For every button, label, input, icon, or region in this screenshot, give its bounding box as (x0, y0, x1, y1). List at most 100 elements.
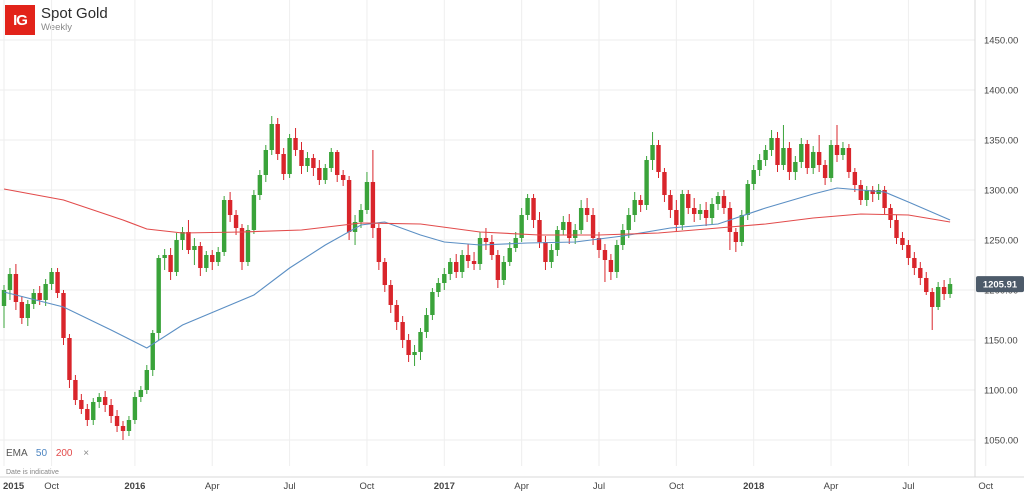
candle (602, 244, 608, 282)
price-badge-group: 1205.91 (976, 276, 1024, 293)
candle (150, 330, 155, 376)
candle-body (168, 255, 173, 272)
candle (346, 176, 352, 240)
candle (168, 248, 173, 280)
candle (37, 286, 42, 305)
candle (13, 264, 19, 310)
candle (757, 154, 762, 176)
candle (495, 250, 501, 288)
y-tick-label: 1100.00 (984, 386, 1018, 397)
candle (114, 410, 120, 432)
candle (567, 214, 572, 244)
candle-body (352, 222, 358, 232)
candle-body (13, 274, 19, 302)
candle-body (941, 287, 947, 294)
candle-body (198, 246, 203, 268)
candle (227, 192, 233, 222)
candle-body (1, 290, 7, 306)
ema-50-toggle[interactable]: 50 (35, 448, 48, 459)
candle-body (204, 255, 209, 268)
candle-body (918, 268, 923, 278)
candle (924, 272, 929, 295)
candle (709, 198, 715, 224)
candle (73, 375, 78, 405)
candle (840, 142, 846, 160)
date-note: Date is indicative (6, 469, 59, 476)
candle (751, 165, 756, 190)
candle-body (697, 210, 703, 214)
candle (91, 398, 96, 425)
candle-body (287, 138, 292, 174)
candle-body (567, 222, 572, 238)
candle-body (19, 302, 25, 318)
candle-body (793, 162, 798, 172)
candle-body (85, 409, 90, 420)
candle-body (930, 292, 935, 307)
candle (745, 180, 750, 220)
candle (430, 288, 435, 320)
candle-body (186, 232, 191, 250)
candle-body (394, 305, 399, 322)
candle (816, 135, 822, 172)
candle-body (590, 215, 596, 238)
candle-body (745, 184, 750, 215)
candle (210, 250, 215, 270)
candle (257, 170, 263, 200)
candle (632, 192, 637, 222)
candle-body (638, 200, 643, 205)
candle-body (174, 240, 179, 272)
candle (590, 208, 596, 245)
candle (454, 254, 459, 278)
candle-body (602, 250, 608, 260)
candle (537, 212, 542, 248)
candle-body (632, 200, 637, 215)
candle-body (537, 220, 542, 242)
candle (674, 200, 679, 232)
candle-body (364, 182, 370, 210)
candle (471, 252, 477, 270)
candle (376, 224, 382, 270)
candle (49, 268, 54, 290)
candle-body (299, 150, 304, 166)
candle (108, 399, 114, 423)
candle (25, 300, 30, 326)
candle-body (805, 144, 810, 168)
close-icon[interactable]: × (83, 448, 90, 459)
candle (317, 160, 322, 185)
candle (97, 393, 102, 408)
candle (251, 190, 257, 234)
candle (608, 254, 614, 280)
candle (888, 204, 893, 228)
y-tick-label: 1450.00 (984, 36, 1018, 47)
candle-body (816, 152, 822, 165)
candle (787, 142, 792, 180)
candle-body (662, 172, 667, 195)
candle (489, 235, 495, 260)
x-tick-label: Apr (514, 481, 529, 492)
candle-body (245, 230, 251, 262)
candle (501, 256, 506, 285)
candle-body (275, 124, 280, 154)
x-tick-label: Apr (205, 481, 220, 492)
candle-body (686, 194, 691, 208)
x-tick-label: Oct (360, 481, 375, 492)
candle (7, 268, 13, 300)
ema-200-toggle[interactable]: 200 (55, 448, 73, 459)
candle (263, 145, 268, 182)
candle (67, 334, 72, 388)
candle (299, 142, 304, 174)
candle (120, 421, 126, 440)
candle-body (614, 245, 620, 272)
candle-body (376, 228, 382, 262)
candle-body (852, 172, 858, 185)
candle (477, 232, 483, 270)
candle-body (757, 160, 762, 170)
candle-body (864, 190, 869, 200)
candle (448, 258, 453, 280)
candle (793, 156, 798, 180)
candle (686, 190, 691, 214)
candle (662, 168, 667, 202)
candle (614, 240, 620, 278)
candle-body (335, 152, 340, 175)
